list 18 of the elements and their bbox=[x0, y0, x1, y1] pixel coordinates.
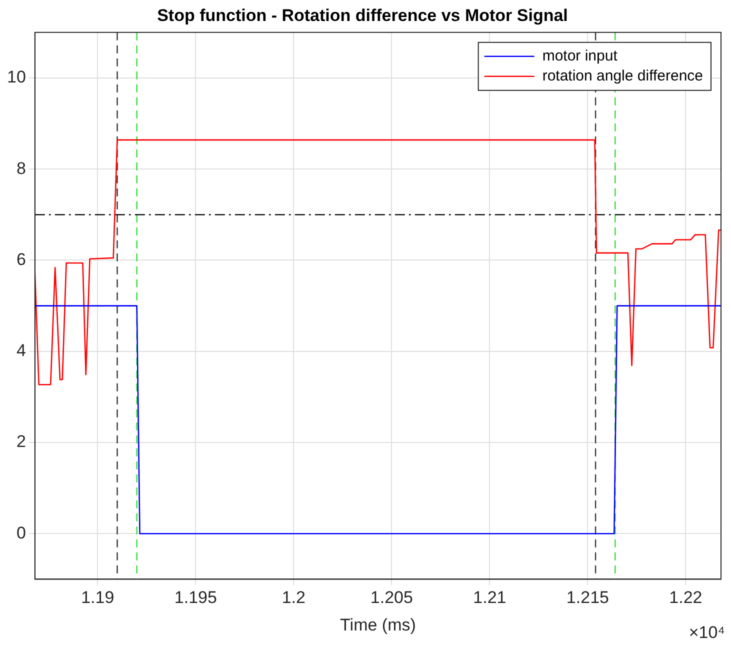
text: ×10⁴ bbox=[688, 623, 725, 642]
y-tick-label: 6 bbox=[16, 250, 26, 269]
y-tick-label: 2 bbox=[16, 432, 26, 452]
legend-label: rotation angle difference bbox=[542, 68, 703, 85]
x-tick-label: 1.215 bbox=[566, 588, 609, 608]
y-tick-label: 0 bbox=[16, 523, 26, 542]
x-tick-label: 1.22 bbox=[669, 588, 702, 608]
x-tick-label: 1.205 bbox=[370, 588, 413, 608]
x-tick-label: 1.21 bbox=[473, 588, 506, 608]
x-tick-label: 1.195 bbox=[174, 588, 217, 608]
x-tick-label: 1.19 bbox=[81, 588, 114, 608]
x-axis-title: Time (ms) bbox=[340, 615, 416, 634]
chart-title: Stop function - Rotation difference vs Motor Signal bbox=[157, 6, 568, 25]
y-tick-label: 10 bbox=[6, 68, 26, 87]
x-tick-label: 1.2 bbox=[282, 588, 306, 608]
y-tick-label: 8 bbox=[16, 158, 26, 178]
y-tick-label: 4 bbox=[16, 341, 26, 360]
legend-label: motor input bbox=[542, 48, 618, 65]
